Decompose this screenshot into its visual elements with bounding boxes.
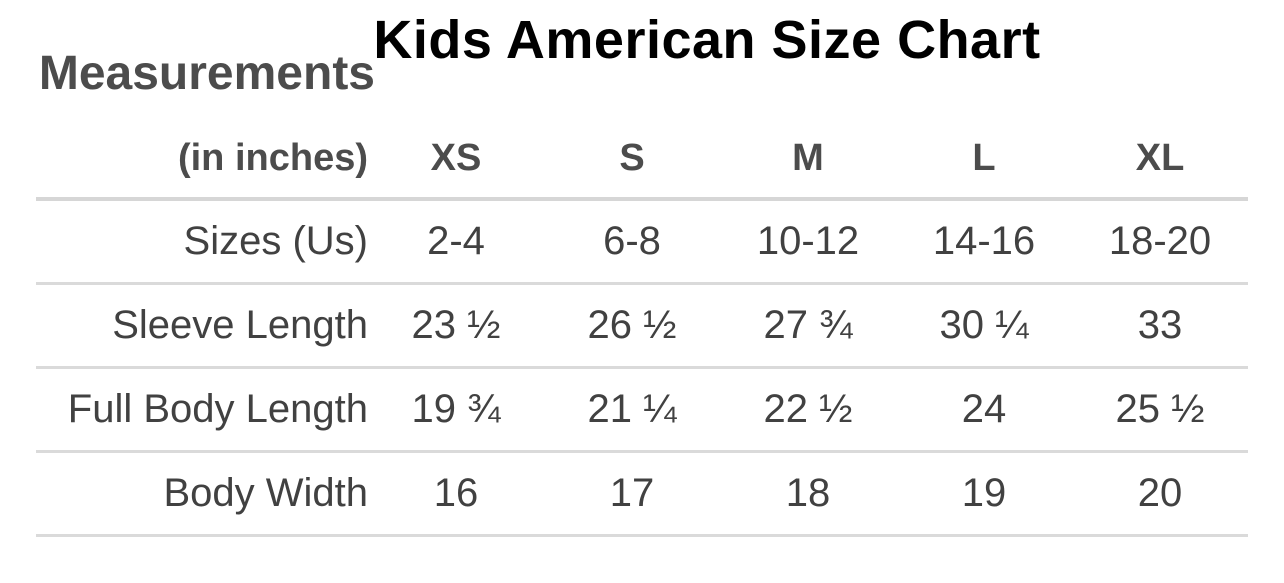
- cell-bodywidth-xs: 16: [433, 471, 479, 515]
- column-header-l: L: [972, 137, 996, 179]
- column-header-m: M: [792, 137, 824, 179]
- cell-sizes-xl: 18-20: [1108, 219, 1212, 263]
- cell-sleeve-l: 30 ¼: [939, 303, 1029, 347]
- cell-fullbody-l: 24: [961, 387, 1007, 431]
- cell-sleeve-xs: 23 ½: [411, 303, 501, 347]
- measurements-label: Measurements: [38, 47, 375, 100]
- cell-bodywidth-l: 19: [961, 471, 1007, 515]
- table-row-sizes: Sizes (Us) 2-4 6-8 10-12 14-16 18-20: [36, 201, 1248, 285]
- cell-sizes-l: 14-16: [932, 219, 1036, 263]
- row-label: Sleeve Length: [112, 303, 368, 347]
- column-header-xs: XS: [430, 137, 482, 179]
- cell-sizes-s: 6-8: [603, 219, 661, 263]
- cell-fullbody-s: 21 ¼: [587, 387, 677, 431]
- cell-bodywidth-s: 17: [609, 471, 655, 515]
- cell-fullbody-m: 22 ½: [763, 387, 853, 431]
- cell-sizes-m: 10-12: [756, 219, 860, 263]
- cell-bodywidth-xl: 20: [1137, 471, 1183, 515]
- cell-sleeve-s: 26 ½: [587, 303, 677, 347]
- cell-sizes-xs: 2-4: [427, 219, 485, 263]
- row-label: Full Body Length: [67, 387, 368, 431]
- cell-fullbody-xl: 25 ½: [1115, 387, 1205, 431]
- cell-fullbody-xs: 19 ¾: [411, 387, 501, 431]
- units-label: (in inches): [177, 137, 368, 179]
- table-row-body-width: Body Width 16 17 18 19 20: [36, 453, 1248, 537]
- cell-sleeve-m: 27 ¾: [763, 303, 853, 347]
- cell-sleeve-xl: 33: [1137, 303, 1183, 347]
- column-header-s: S: [619, 137, 645, 179]
- table-header-row: (in inches) XS S M L XL: [36, 120, 1248, 201]
- cell-bodywidth-m: 18: [785, 471, 831, 515]
- column-header-xl: XL: [1135, 137, 1185, 179]
- size-chart-table: (in inches) XS S M L XL Sizes (Us) 2-4 6…: [36, 120, 1248, 537]
- row-label: Body Width: [163, 471, 368, 515]
- page-title: Kids American Size Chart: [373, 10, 1041, 70]
- row-label: Sizes (Us): [183, 219, 368, 263]
- table-row-full-body-length: Full Body Length 19 ¾ 21 ¼ 22 ½ 24 25 ½: [36, 369, 1248, 453]
- table-row-sleeve-length: Sleeve Length 23 ½ 26 ½ 27 ¾ 30 ¼ 33: [36, 285, 1248, 369]
